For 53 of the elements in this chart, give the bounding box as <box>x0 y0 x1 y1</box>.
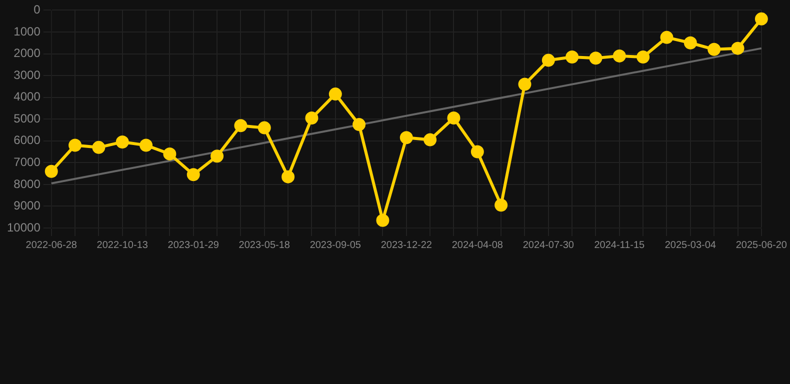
point <box>92 140 106 154</box>
point <box>328 88 342 101</box>
point <box>566 50 579 64</box>
point <box>305 112 318 125</box>
point <box>447 112 460 125</box>
point <box>660 30 674 44</box>
point <box>140 138 153 152</box>
point <box>186 168 200 182</box>
x-tick-label: 2025-03-04 <box>664 240 716 251</box>
point <box>282 170 295 184</box>
x-tick-label: 2024-04-08 <box>452 240 504 251</box>
y-tick-label: 4000 <box>14 90 41 104</box>
x-tick-label: 2022-06-28 <box>26 240 78 251</box>
point <box>754 12 768 26</box>
point <box>116 135 129 148</box>
point <box>400 131 413 144</box>
y-tick-label: 7000 <box>14 154 41 169</box>
point <box>424 133 437 146</box>
y-tick-label: 2000 <box>14 46 41 60</box>
point <box>731 42 744 55</box>
x-tick-label: 2024-07-30 <box>522 240 574 251</box>
point <box>518 78 532 91</box>
point <box>210 150 224 163</box>
point <box>234 119 248 132</box>
point <box>258 121 271 134</box>
x-tick-label: 2023-05-18 <box>238 240 290 251</box>
point <box>542 54 555 67</box>
point <box>494 198 508 212</box>
y-tick-label: 5000 <box>14 111 41 126</box>
point <box>470 145 484 158</box>
x-tick-label: 2025-06-20 <box>736 240 788 251</box>
point <box>589 52 602 65</box>
point <box>612 49 626 62</box>
x-tick-label: 2023-01-29 <box>168 240 220 251</box>
y-tick-label: 8000 <box>14 176 41 191</box>
point <box>636 50 650 64</box>
point <box>708 42 721 56</box>
y-tick-label: 1000 <box>14 24 41 38</box>
x-tick-label: 2022-10-13 <box>96 240 148 251</box>
y-tick-label: 3000 <box>14 68 41 82</box>
y-tick-label: 9000 <box>14 198 41 213</box>
x-tick-label: 2023-09-05 <box>310 240 362 251</box>
point <box>684 36 697 50</box>
y-tick-label: 6000 <box>14 133 41 148</box>
point <box>44 164 58 178</box>
point <box>163 147 176 160</box>
point <box>68 138 82 152</box>
y-tick-label: 10000 <box>6 220 41 234</box>
x-tick-label: 2024-11-15 <box>594 240 646 251</box>
point <box>352 118 366 132</box>
y-tick-label: 0 <box>34 2 41 17</box>
point <box>376 214 390 227</box>
x-tick-label: 2023-12-22 <box>380 240 432 251</box>
